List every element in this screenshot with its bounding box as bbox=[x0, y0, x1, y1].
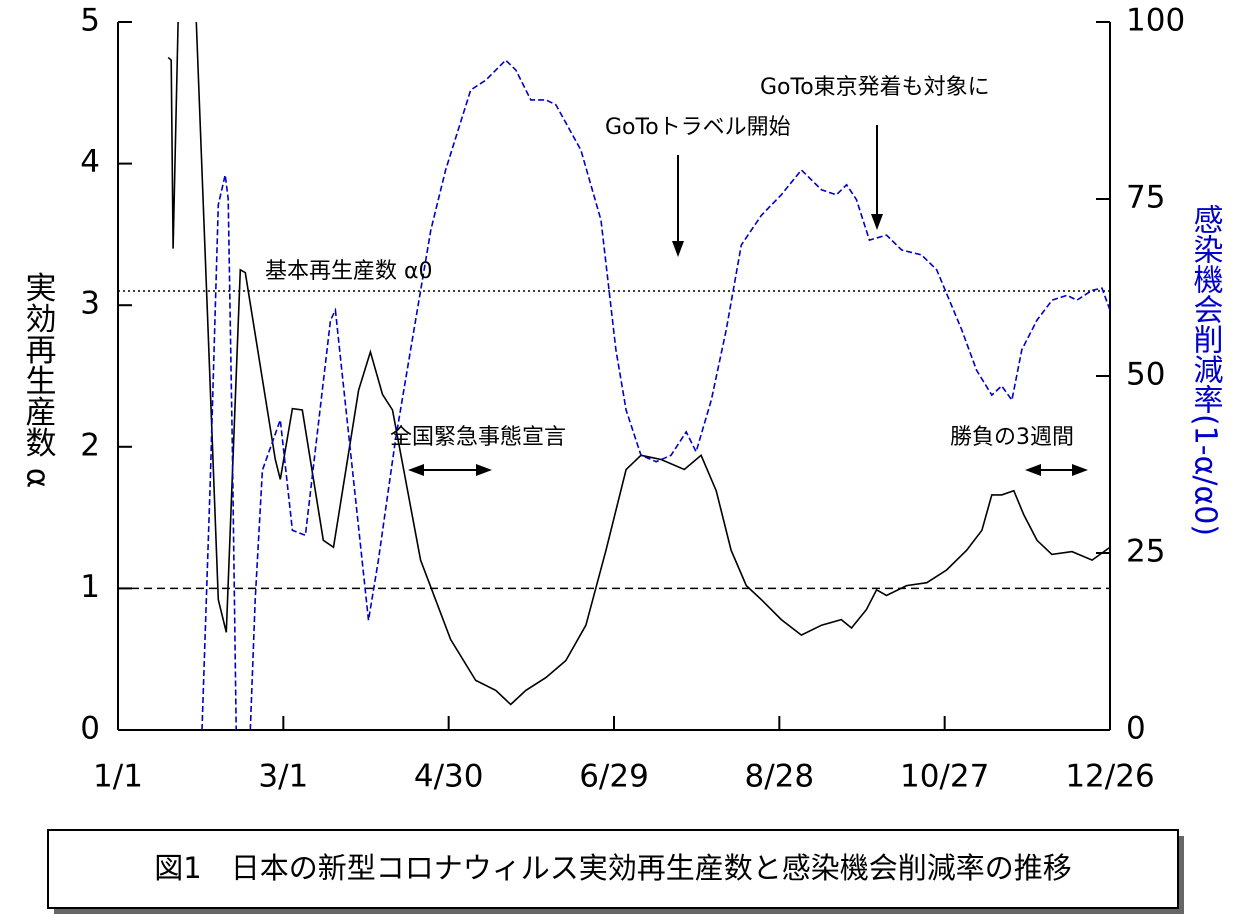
arrow-head bbox=[1072, 464, 1088, 476]
caption-box bbox=[47, 829, 1179, 909]
arrow-head bbox=[476, 464, 492, 476]
y2-tick-label: 50 bbox=[1126, 357, 1165, 393]
annotation: GoToトラベル開始 bbox=[605, 115, 791, 140]
y-tick-label: 5 bbox=[80, 3, 100, 39]
arrow-head bbox=[1025, 464, 1041, 476]
plot-area bbox=[167, 22, 1110, 730]
y2-tick-label: 100 bbox=[1126, 3, 1185, 39]
annotation: 勝負の3週間 bbox=[950, 425, 1074, 450]
y-tick-label: 2 bbox=[80, 427, 100, 463]
arrow-head bbox=[871, 214, 883, 230]
y-tick-label: 4 bbox=[80, 144, 100, 180]
x-tick-label: 4/30 bbox=[414, 759, 484, 795]
annotation: 全国緊急事態宣言 bbox=[390, 425, 566, 450]
y2-tick-label: 25 bbox=[1126, 534, 1165, 570]
y-axis-label: 実効再生産数 α bbox=[20, 272, 56, 488]
y-tick-label: 0 bbox=[80, 711, 100, 747]
x-tick-label: 10/27 bbox=[900, 759, 989, 795]
annotation: GoTo東京発着も対象に bbox=[760, 75, 990, 100]
y2-axis-label: 感染機会削減率(1-α/α0) bbox=[1188, 204, 1224, 536]
x-tick-label: 6/29 bbox=[579, 759, 649, 795]
y-tick-label: 1 bbox=[80, 569, 100, 605]
annotation: 基本再生産数 α0 bbox=[265, 259, 433, 284]
y-tick-label: 3 bbox=[80, 286, 100, 322]
x-tick-label: 1/1 bbox=[93, 759, 143, 795]
data-line bbox=[167, 22, 1110, 706]
arrow-head bbox=[408, 464, 424, 476]
arrow-head bbox=[672, 241, 684, 257]
y2-tick-label: 0 bbox=[1126, 711, 1146, 747]
x-tick-label: 3/1 bbox=[258, 759, 308, 795]
data-line bbox=[201, 59, 1110, 730]
caption: 図1 日本の新型コロナウィルス実効再生産数と感染機会削減率の推移 bbox=[154, 851, 1071, 885]
y2-tick-label: 75 bbox=[1126, 180, 1165, 216]
x-tick-label: 12/26 bbox=[1065, 759, 1154, 795]
x-tick-label: 8/28 bbox=[745, 759, 815, 795]
